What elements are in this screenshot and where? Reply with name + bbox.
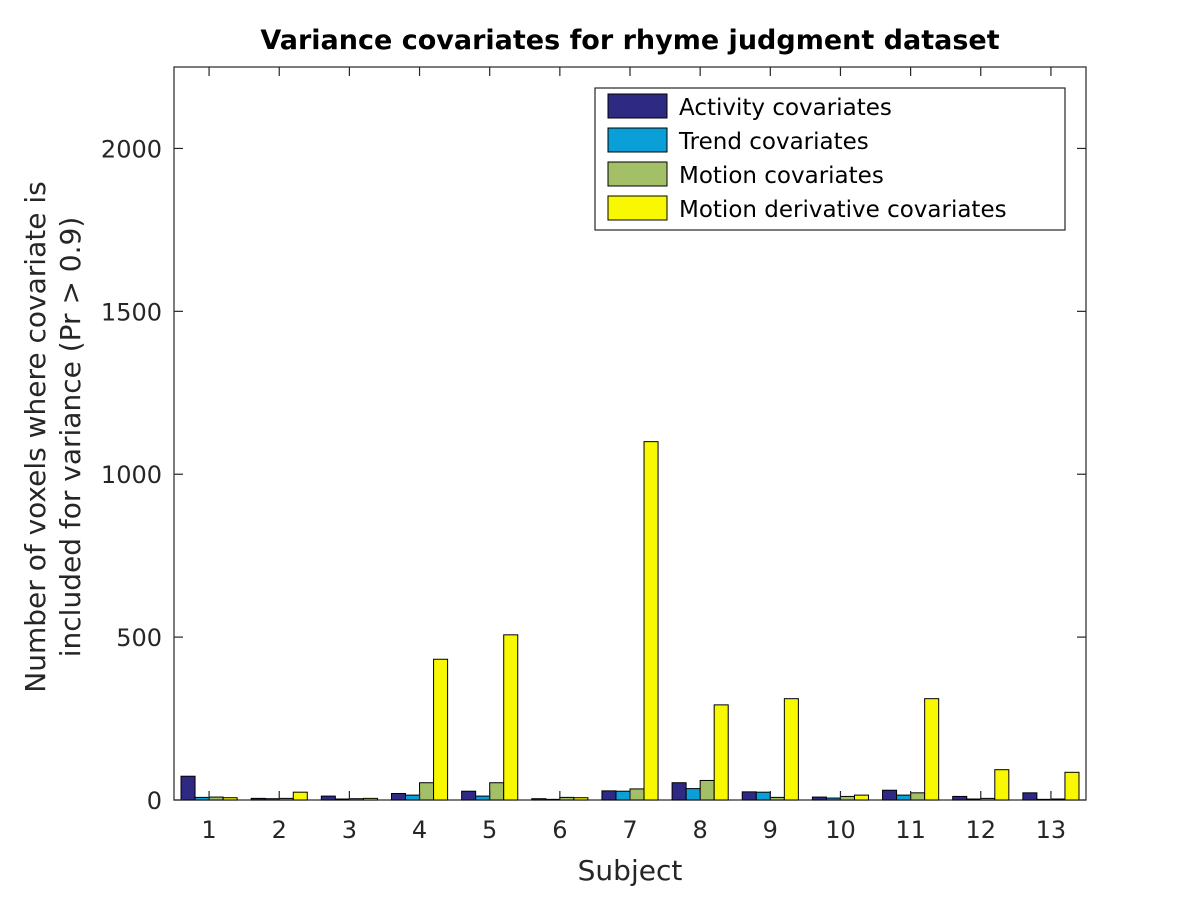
legend-swatch-1 — [607, 93, 668, 119]
x-tick-label: 8 — [693, 816, 708, 844]
bar-series-4-subject-8 — [713, 704, 729, 801]
x-axis-label: Subject — [578, 854, 683, 887]
bar-series-4-subject-11 — [924, 698, 940, 801]
bar-series-2-subject-5 — [475, 795, 491, 801]
bar-series-2-subject-3 — [334, 798, 350, 801]
bar-series-4-subject-10 — [853, 794, 870, 801]
legend-label-4: Motion derivative covariates — [679, 197, 1007, 223]
y-tick-label: 500 — [116, 624, 162, 652]
bar-series-3-subject-10 — [839, 795, 855, 801]
x-tick-label: 2 — [272, 816, 287, 844]
bar-series-4-subject-7 — [643, 441, 659, 801]
bar-series-1-subject-10 — [811, 796, 827, 801]
bar-series-1-subject-13 — [1022, 792, 1038, 801]
bar-series-4-subject-9 — [783, 698, 799, 801]
bar-series-2-subject-10 — [825, 797, 841, 801]
bar-series-4-subject-5 — [503, 634, 519, 801]
legend-swatch-4 — [607, 195, 668, 221]
bar-series-1-subject-4 — [390, 792, 407, 801]
bar-series-1-subject-7 — [601, 790, 617, 801]
x-tick-label: 9 — [763, 816, 778, 844]
x-tick-label: 7 — [622, 816, 637, 844]
bar-series-2-subject-7 — [615, 790, 631, 801]
x-tick-label: 1 — [201, 816, 216, 844]
bar-series-4-subject-2 — [292, 791, 308, 801]
bar-series-2-subject-9 — [755, 791, 771, 801]
bar-series-1-subject-12 — [952, 795, 968, 801]
bar-series-2-subject-1 — [194, 796, 210, 801]
legend-label-3: Motion covariates — [679, 163, 884, 189]
bar-series-1-subject-8 — [671, 782, 687, 801]
y-tick-label: 0 — [147, 787, 162, 815]
bar-series-4-subject-4 — [433, 658, 449, 801]
bar-series-3-subject-2 — [278, 797, 294, 801]
bar-series-1-subject-3 — [320, 795, 336, 801]
bar-series-3-subject-12 — [980, 797, 996, 801]
x-tick-label: 13 — [1036, 816, 1067, 844]
x-tick-label: 12 — [965, 816, 996, 844]
chart-title: Variance covariates for rhyme judgment d… — [260, 25, 999, 56]
bar-series-2-subject-11 — [896, 794, 912, 801]
bar-series-2-subject-4 — [405, 794, 421, 801]
y-axis-label-line-2: included for variance (Pr > 0.9) — [54, 217, 87, 658]
bar-series-2-subject-6 — [545, 798, 561, 801]
x-tick-label: 6 — [552, 816, 567, 844]
x-tick-label: 3 — [342, 816, 357, 844]
y-axis-label: Number of voxels where covariate is incl… — [19, 181, 87, 692]
bar-series-1-subject-11 — [882, 789, 898, 801]
bar-series-3-subject-6 — [559, 796, 575, 801]
legend-box — [594, 87, 1066, 231]
bar-series-4-subject-13 — [1064, 771, 1080, 801]
bar-series-1-subject-2 — [250, 797, 266, 801]
bar-series-1-subject-6 — [531, 798, 547, 801]
bar-series-1-subject-9 — [741, 791, 757, 801]
bar-series-3-subject-5 — [489, 782, 505, 801]
bar-series-3-subject-1 — [208, 796, 224, 801]
y-tick-label: 1000 — [101, 461, 162, 489]
legend-label-1: Activity covariates — [679, 95, 892, 121]
bar-series-4-subject-1 — [222, 797, 238, 801]
x-tick-label: 5 — [482, 816, 497, 844]
bar-series-4-subject-3 — [362, 797, 378, 801]
y-tick-label: 1500 — [101, 298, 162, 326]
bar-series-3-subject-13 — [1050, 798, 1066, 801]
legend-label-2: Trend covariates — [678, 129, 869, 155]
bar-series-3-subject-11 — [910, 792, 926, 801]
legend: Activity covariates Trend covariates Motio… — [594, 87, 1066, 231]
x-tick-label: 4 — [412, 816, 427, 844]
y-tick-label: 2000 — [101, 135, 162, 163]
y-axis-label-line-1: Number of voxels where covariate is — [19, 181, 52, 692]
bar-series-3-subject-8 — [699, 779, 715, 801]
bar-series-2-subject-13 — [1036, 798, 1052, 801]
bar-series-2-subject-2 — [264, 798, 280, 801]
x-tick-label: 11 — [895, 816, 926, 844]
legend-swatch-3 — [607, 161, 668, 187]
bar-series-4-subject-12 — [994, 769, 1010, 801]
bar-series-3-subject-4 — [419, 782, 435, 801]
bar-series-3-subject-7 — [629, 788, 645, 801]
bar-series-1-subject-5 — [461, 790, 477, 801]
bar-series-3-subject-9 — [769, 796, 785, 801]
bar-series-2-subject-8 — [685, 788, 701, 801]
legend-swatch-2 — [607, 127, 668, 153]
bar-series-2-subject-12 — [966, 798, 982, 801]
bar-series-1-subject-1 — [180, 775, 196, 801]
bar-series-3-subject-3 — [348, 798, 364, 801]
x-tick-label: 10 — [825, 816, 856, 844]
bar-series-4-subject-6 — [573, 797, 589, 801]
